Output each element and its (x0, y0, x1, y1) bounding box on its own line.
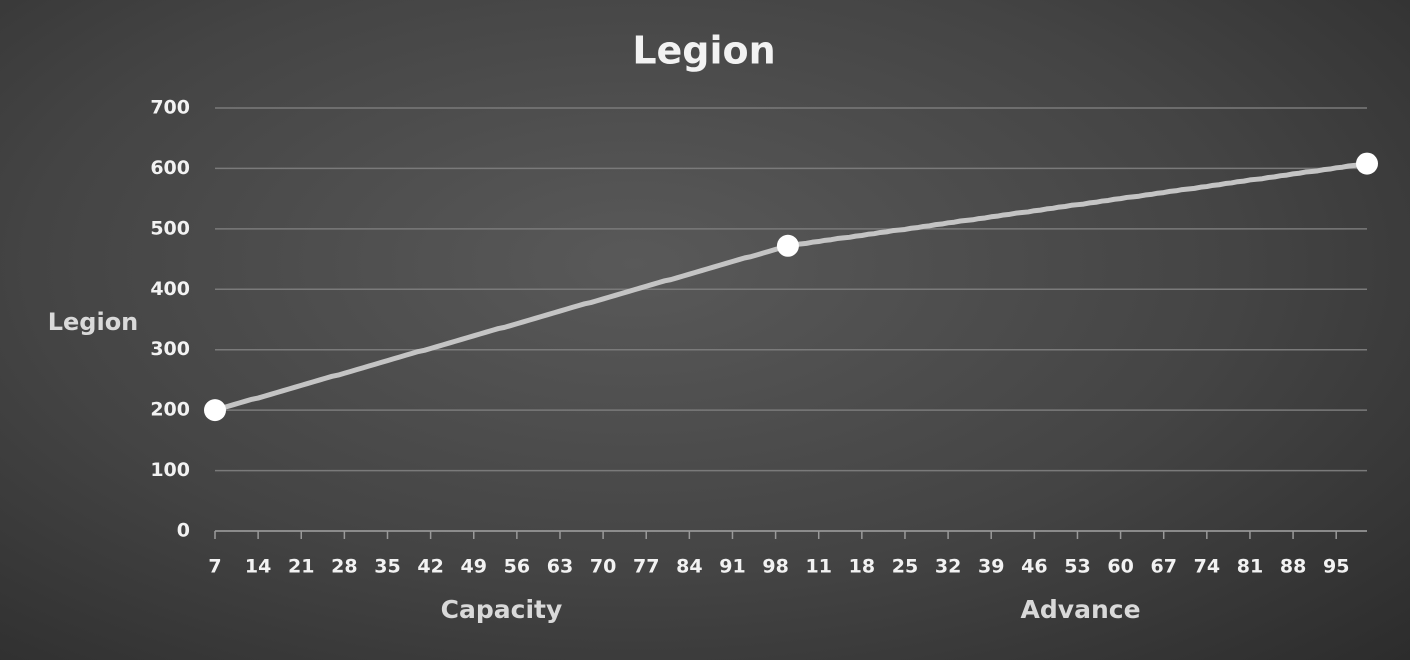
x-tick-label: 53 (1064, 556, 1090, 578)
y-axis-label: Legion (48, 308, 139, 336)
y-tick-label: 300 (150, 338, 190, 360)
y-tick-label: 600 (150, 157, 190, 179)
x-tick-label: 42 (417, 556, 443, 578)
data-point (204, 399, 226, 422)
x-tick-label: 67 (1150, 556, 1176, 578)
x-tick-label: 91 (719, 556, 745, 578)
x-tick-label: 21 (288, 556, 314, 578)
data-point (776, 234, 799, 257)
x-tick-label: 14 (245, 556, 271, 578)
x-tick-label: 25 (892, 556, 918, 578)
x-tick-label: 56 (504, 556, 530, 578)
y-tick-label: 500 (150, 217, 190, 239)
y-tick-label: 200 (150, 399, 190, 421)
y-tick-label: 700 (150, 97, 190, 119)
x-tick-label: 32 (935, 556, 961, 578)
group-label: Advance (1021, 595, 1141, 624)
x-tick-label: 7 (208, 556, 221, 578)
y-tick-label: 0 (177, 520, 190, 542)
x-tick-label: 74 (1194, 556, 1220, 578)
x-tick-label: 28 (331, 556, 357, 578)
x-tick-label: 49 (461, 556, 487, 578)
x-tick-label: 18 (849, 556, 875, 578)
x-tick-label: 88 (1280, 556, 1306, 578)
group-label: Capacity (441, 595, 563, 624)
x-tick-label: 84 (676, 556, 702, 578)
x-tick-label: 81 (1237, 556, 1263, 578)
data-line (214, 161, 1368, 413)
x-tick-label: 77 (633, 556, 659, 578)
x-tick-label: 63 (547, 556, 573, 578)
x-tick-label: 11 (805, 556, 831, 578)
x-tick-label: 46 (1021, 556, 1047, 578)
data-point (1356, 152, 1378, 175)
x-tick-label: 60 (1107, 556, 1133, 578)
chart-title: Legion (632, 29, 775, 73)
y-tick-label: 100 (150, 459, 190, 481)
x-tick-label: 98 (762, 556, 788, 578)
x-tick-label: 70 (590, 556, 616, 578)
x-tick-label: 95 (1323, 556, 1349, 578)
x-tick-label: 39 (978, 556, 1004, 578)
y-tick-label: 400 (150, 278, 190, 300)
x-tick-label: 35 (374, 556, 400, 578)
